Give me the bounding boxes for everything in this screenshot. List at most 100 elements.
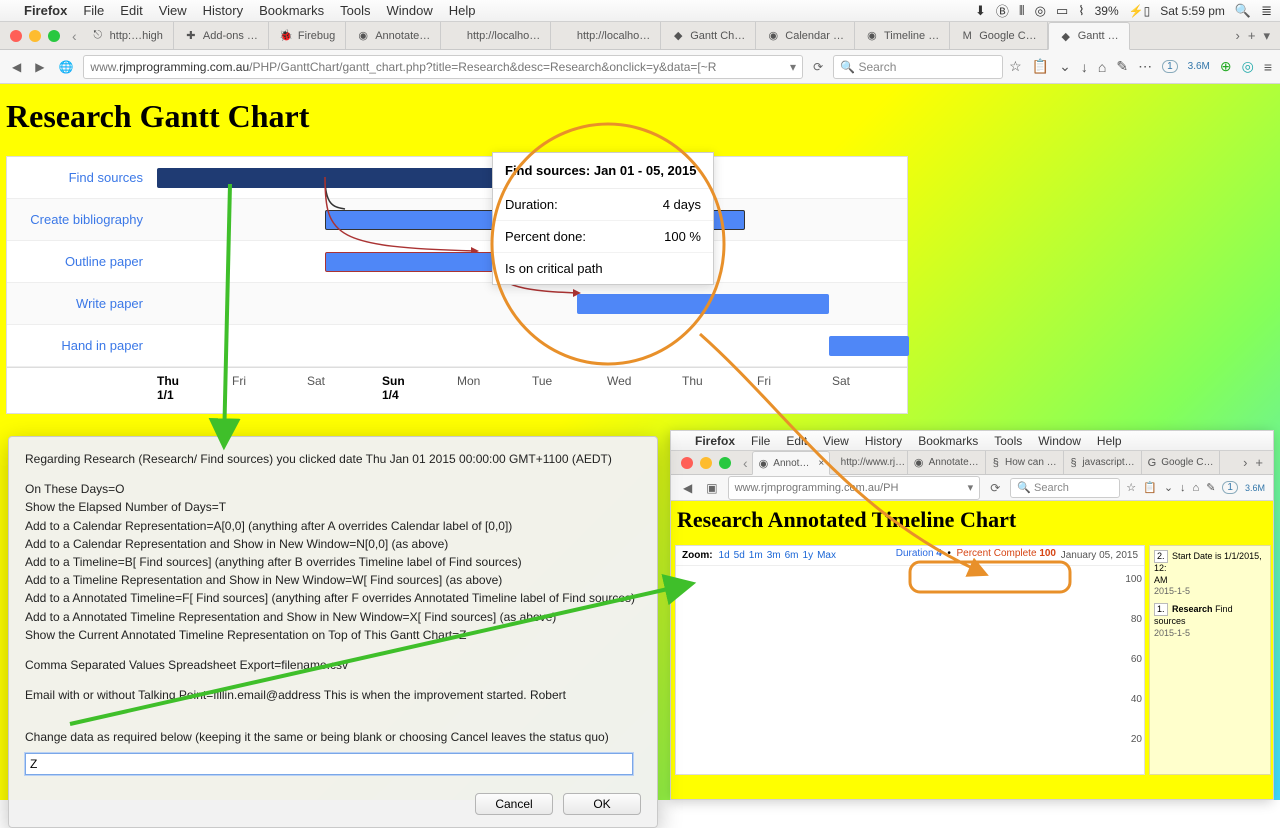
tab-history-back-icon[interactable]: ‹ [68, 28, 81, 44]
home-icon[interactable]: ⌂ [1098, 59, 1106, 75]
menu-bookmarks[interactable]: Bookmarks [918, 434, 978, 448]
zoom-link[interactable]: 6m [785, 550, 799, 561]
tab-menu-icon[interactable]: ▾ [1263, 28, 1270, 44]
download-status-icon[interactable]: ⬇ [975, 3, 986, 19]
url-dropdown-icon[interactable]: ▾ [968, 481, 974, 494]
pocket-icon[interactable]: ⌄ [1164, 481, 1173, 494]
zoom-link[interactable]: 5d [734, 550, 745, 561]
browser-tab[interactable]: §How can … [986, 451, 1064, 474]
menu-window[interactable]: Window [1038, 434, 1081, 448]
bookmark-star-icon[interactable]: ☆ [1126, 481, 1136, 494]
menu-view[interactable]: View [159, 3, 187, 18]
new-tab-icon[interactable]: + [1255, 455, 1263, 470]
minimize-window-icon[interactable] [700, 457, 712, 469]
downloads-icon[interactable]: ↓ [1081, 59, 1088, 75]
search-box[interactable]: 🔍 Search [833, 55, 1003, 79]
cancel-button[interactable]: Cancel [475, 793, 553, 815]
bookmark-star-icon[interactable]: ☆ [1009, 58, 1022, 75]
menu-tools[interactable]: Tools [994, 434, 1022, 448]
browser-tab[interactable]: ◆Gantt Ch… [661, 22, 756, 49]
menu-view[interactable]: View [823, 434, 849, 448]
menubar-extra-icon[interactable]: ⦀ [1019, 3, 1025, 19]
reload-icon[interactable]: ⟳ [986, 479, 1004, 497]
tab-overflow-icon[interactable]: › [1243, 455, 1247, 470]
close-window-icon[interactable] [681, 457, 693, 469]
browser-tab[interactable]: 🐞Firebug [269, 22, 346, 49]
browser-tab[interactable]: MGoogle C… [950, 22, 1047, 49]
app-name[interactable]: Firefox [24, 3, 67, 18]
nav-forward-icon[interactable]: ▶ [31, 58, 48, 76]
browser-tab[interactable]: ◉Calendar … [756, 22, 855, 49]
browser-tab[interactable]: ◆Gantt … [1048, 22, 1130, 50]
pocket-icon[interactable]: ⌄ [1059, 58, 1071, 75]
menu-help[interactable]: Help [1097, 434, 1122, 448]
extension-plus-icon[interactable]: ⊕ [1220, 58, 1232, 75]
browser-tab[interactable]: §javascript… [1064, 451, 1142, 474]
clock[interactable]: Sat 5:59 pm [1160, 4, 1225, 18]
ok-button[interactable]: OK [563, 793, 641, 815]
gantt-task-label[interactable]: Create bibliography [7, 212, 157, 227]
menu-bookmarks[interactable]: Bookmarks [259, 3, 324, 18]
address-bar[interactable]: www.rjmprogramming.com.au/PHP/GanttChart… [83, 55, 803, 79]
clipboard-icon[interactable]: 📋 [1032, 58, 1049, 75]
menu-edit[interactable]: Edit [120, 3, 142, 18]
reload-icon[interactable]: ⟳ [809, 58, 827, 76]
spotlight-icon[interactable]: 🔍 [1235, 3, 1251, 19]
browser-tab[interactable]: http://localho… [441, 22, 551, 49]
edit-icon[interactable]: ✎ [1206, 481, 1215, 494]
clipboard-icon[interactable]: 📋 [1143, 481, 1157, 494]
browser-tab[interactable]: ◉Annotate… [346, 22, 441, 49]
zoom-link[interactable]: 3m [767, 550, 781, 561]
browser-tab[interactable]: ◉Timeline … [855, 22, 950, 49]
zoom-link[interactable]: 1m [749, 550, 763, 561]
menu-file[interactable]: File [83, 3, 104, 18]
nav-back-icon[interactable]: ◀ [679, 479, 696, 497]
airplay-icon[interactable]: ▭ [1056, 3, 1068, 19]
gantt-bar[interactable] [577, 294, 829, 314]
battery-icon[interactable]: ⚡▯ [1129, 4, 1151, 18]
menu-history[interactable]: History [203, 3, 243, 18]
new-tab-icon[interactable]: + [1248, 28, 1256, 43]
edit-icon[interactable]: ✎ [1116, 58, 1128, 75]
browser-tab[interactable]: ✚Add-ons … [174, 22, 269, 49]
app-name[interactable]: Firefox [695, 434, 735, 448]
zoom-link[interactable]: Max [817, 550, 836, 561]
tab-history-back-icon[interactable]: ‹ [739, 455, 752, 471]
menu-tools[interactable]: Tools [340, 3, 370, 18]
menu-window[interactable]: Window [387, 3, 433, 18]
browser-tab[interactable]: http://www.rj… [830, 451, 908, 474]
camera-icon[interactable]: ▣ [702, 479, 721, 497]
nav-back-icon[interactable]: ◀ [8, 58, 25, 76]
browser-tab[interactable]: GGoogle C… [1142, 451, 1220, 474]
browser-tab[interactable]: ◉Annotate… [908, 451, 986, 474]
annotation-item[interactable]: 1. Research Find sources2015-1-5 [1154, 603, 1266, 639]
menu-edit[interactable]: Edit [786, 434, 807, 448]
zoom-window-icon[interactable] [48, 30, 60, 42]
menu-help[interactable]: Help [449, 3, 476, 18]
menu-history[interactable]: History [865, 434, 902, 448]
zoom-link[interactable]: 1y [803, 550, 814, 561]
gantt-task-label[interactable]: Outline paper [7, 254, 157, 269]
prompt-input[interactable] [25, 753, 633, 775]
menu-file[interactable]: File [751, 434, 770, 448]
gantt-bar[interactable] [829, 336, 909, 356]
browser-tab[interactable]: ⎋http:…high [81, 22, 174, 49]
hamburger-menu-icon[interactable]: ≡ [1264, 59, 1272, 75]
url-dropdown-icon[interactable]: ▾ [790, 60, 796, 74]
close-tab-icon[interactable]: × [818, 458, 824, 469]
gantt-task-label[interactable]: Find sources [7, 170, 157, 185]
notification-center-icon[interactable]: ≣ [1261, 3, 1272, 19]
more-icon[interactable]: ⋯ [1138, 58, 1152, 75]
search-box[interactable]: 🔍 Search [1010, 478, 1120, 498]
wifi-icon[interactable]: ⌇ [1078, 3, 1084, 19]
menubar-app-icon[interactable]: Ⓑ [996, 1, 1009, 20]
annotation-item[interactable]: 2. Start Date is 1/1/2015, 12:AM2015-1-5 [1154, 550, 1266, 597]
downloads-icon[interactable]: ↓ [1180, 482, 1186, 494]
browser-tab[interactable]: http://localho… [551, 22, 661, 49]
gantt-bar[interactable] [325, 252, 493, 272]
minimize-window-icon[interactable] [29, 30, 41, 42]
close-window-icon[interactable] [10, 30, 22, 42]
home-icon[interactable]: ⌂ [1193, 482, 1200, 494]
extension-swirl-icon[interactable]: ◎ [1242, 58, 1254, 75]
gantt-task-label[interactable]: Write paper [7, 296, 157, 311]
